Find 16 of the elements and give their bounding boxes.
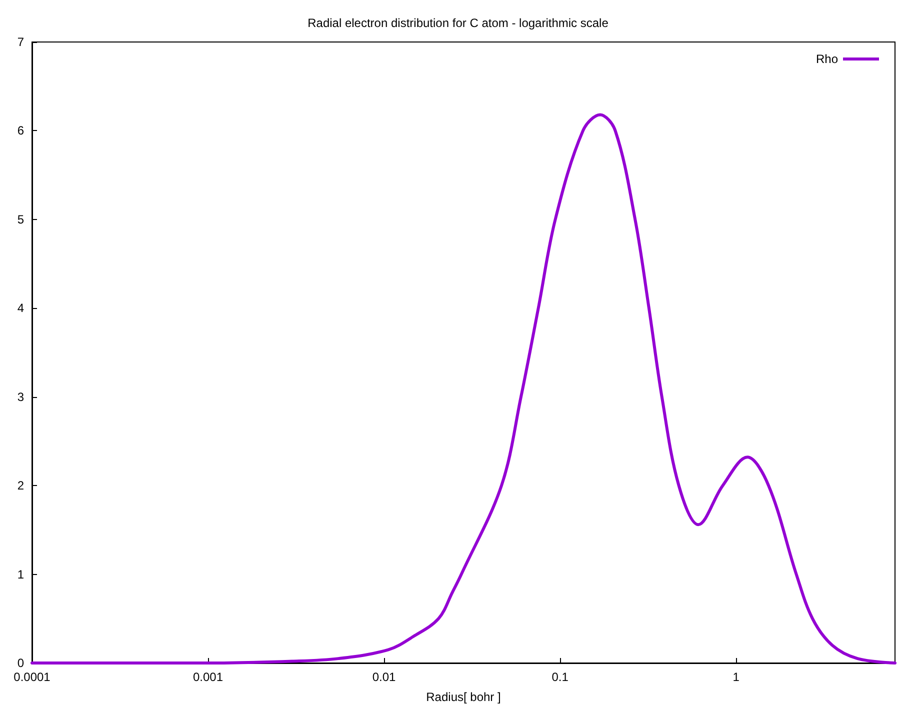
chart-title: Radial electron distribution for C atom - logarithmic scale (308, 16, 609, 30)
y-tick-label: 2 (17, 478, 24, 493)
legend-label: Rho (816, 52, 838, 66)
x-tick-label: 0.01 (372, 670, 396, 684)
y-tick-label: 5 (17, 212, 24, 226)
x-tick-label: 0.0001 (14, 670, 51, 684)
y-tick-label: 1 (17, 567, 24, 582)
x-tick-label: 0.001 (192, 670, 224, 684)
y-tick-label: 4 (17, 301, 24, 316)
x-tick-label: 1 (732, 670, 740, 684)
y-tick-label: 6 (17, 124, 24, 138)
x-tick-label: 0.1 (552, 670, 569, 684)
y-tick-label: 3 (17, 390, 24, 404)
x-axis-title: Radius[ bohr ] (426, 690, 501, 704)
y-tick-label: 7 (17, 35, 24, 49)
y-tick-label: 0 (17, 656, 24, 670)
